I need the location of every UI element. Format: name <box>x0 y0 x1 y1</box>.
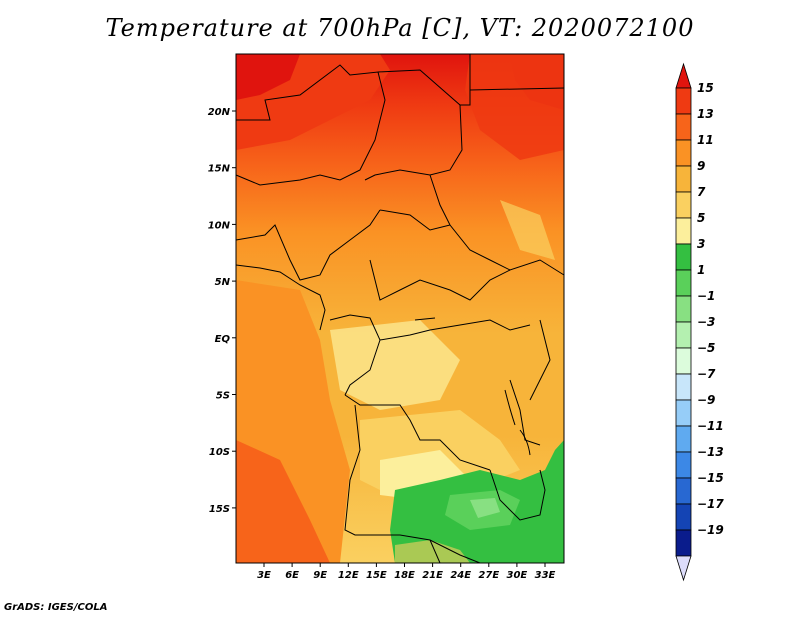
colorbar-label: 5 <box>697 211 705 225</box>
colorbar-swatch <box>675 269 692 297</box>
colorbar-label: −3 <box>697 315 715 329</box>
lat-tick-label: 20N <box>208 107 231 118</box>
colorbar-swatch <box>675 113 692 141</box>
colorbar-swatch <box>675 87 692 115</box>
colorbar-label: 1 <box>697 263 705 277</box>
lat-tick-label: 15N <box>208 164 231 175</box>
lon-tick-label: 12E <box>338 570 359 581</box>
colorbar-swatch <box>675 503 692 531</box>
colorbar-label: −17 <box>697 497 724 511</box>
footer-credit: GrADS: IGES/COLA <box>4 602 108 613</box>
temperature-field <box>236 54 564 563</box>
colorbar-bottom-arrow <box>675 555 692 582</box>
colorbar-label: 11 <box>697 133 714 147</box>
colorbar-top-arrow <box>675 62 692 89</box>
map-title: Temperature at 700hPa [C], VT: 202007210… <box>105 14 695 42</box>
colorbar: 15 13 11 9 7 5 3 1 −1 −3 −5 −7 −9 −11 −13 −15 −17 −19 <box>675 62 724 582</box>
colorbar-label: −9 <box>697 393 715 407</box>
colorbar-label: 7 <box>697 185 706 199</box>
colorbar-swatch <box>675 321 692 349</box>
colorbar-swatch <box>675 217 692 245</box>
colorbar-label: 3 <box>697 237 705 251</box>
lon-tick-label: 9E <box>313 570 327 581</box>
colorbar-swatch <box>675 425 692 453</box>
colorbar-label: −11 <box>697 419 724 433</box>
colorbar-label: −15 <box>697 471 724 485</box>
colorbar-swatch <box>675 373 692 401</box>
colorbar-swatch <box>675 295 692 323</box>
lat-tick-label: 15S <box>209 504 230 515</box>
colorbar-swatch <box>675 477 692 505</box>
colorbar-label: −5 <box>697 341 715 355</box>
lat-tick-label: 10S <box>209 447 230 458</box>
map-frame <box>235 53 565 564</box>
colorbar-swatch <box>675 451 692 479</box>
colorbar-label: −7 <box>697 367 716 381</box>
longitude-axis: 3E 6E 9E 12E 15E 18E 21E 24E 27E 30E 33E <box>257 563 556 581</box>
lon-tick-label: 3E <box>257 570 271 581</box>
country-borders <box>235 54 565 564</box>
lat-tick-label: 5S <box>216 391 230 402</box>
lon-tick-label: 24E <box>450 570 471 581</box>
lon-tick-label: 27E <box>478 570 499 581</box>
coastline-lakes <box>235 264 531 456</box>
colorbar-label: −19 <box>697 523 724 537</box>
lat-tick-label: 10N <box>208 220 231 231</box>
colorbar-swatch <box>675 347 692 375</box>
colorbar-swatch <box>675 399 692 427</box>
lon-tick-label: 21E <box>422 570 443 581</box>
colorbar-swatch <box>675 165 692 193</box>
colorbar-label: −1 <box>697 289 715 303</box>
lon-tick-label: 30E <box>507 570 528 581</box>
latitude-axis: 20N 15N 10N 5N EQ 5S 10S 15S <box>208 107 236 515</box>
lat-tick-label: EQ <box>215 334 231 345</box>
colorbar-swatch <box>675 191 692 219</box>
colorbar-label: 13 <box>697 107 714 121</box>
colorbar-swatch <box>675 243 692 271</box>
colorbar-swatch <box>675 529 692 557</box>
lon-tick-label: 18E <box>394 570 415 581</box>
colorbar-label: −13 <box>697 445 724 459</box>
lat-tick-label: 5N <box>215 277 231 288</box>
lon-tick-label: 15E <box>366 570 387 581</box>
lon-tick-label: 33E <box>535 570 556 581</box>
colorbar-swatch <box>675 139 692 167</box>
lon-tick-label: 6E <box>285 570 299 581</box>
colorbar-label: 9 <box>697 159 705 173</box>
colorbar-label: 15 <box>697 81 714 95</box>
